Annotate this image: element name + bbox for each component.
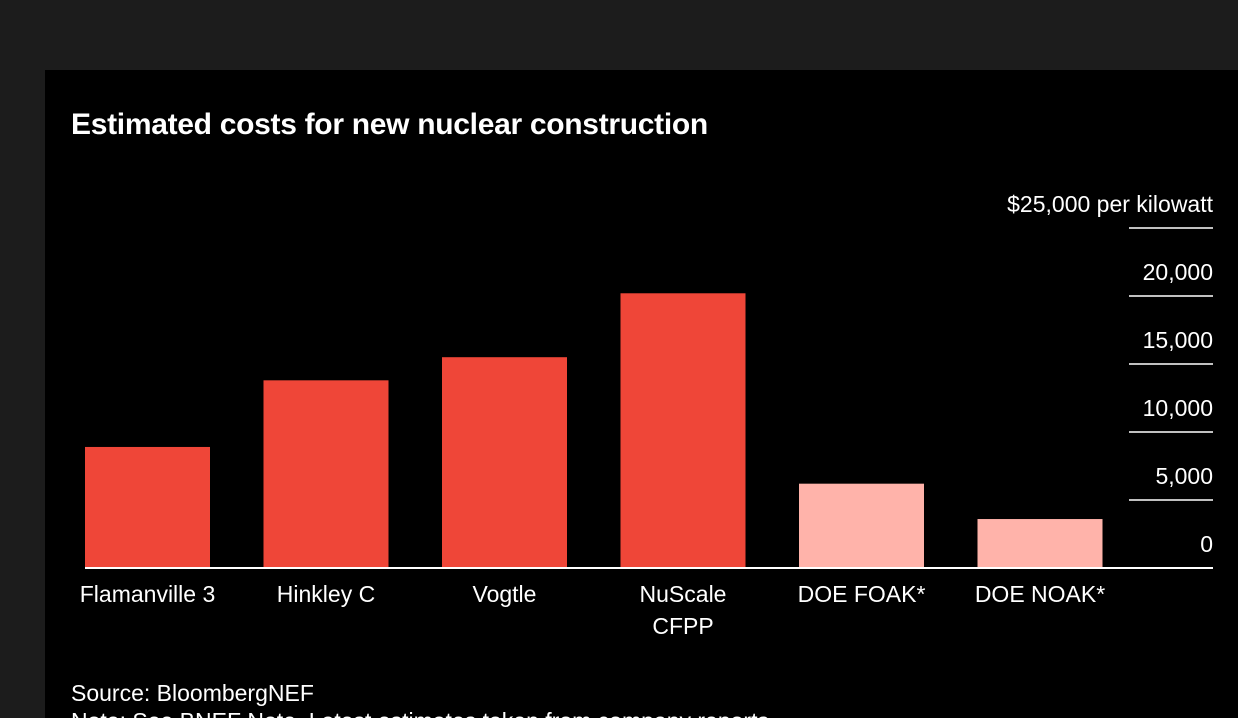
- source-note: Source: BloombergNEF: [71, 680, 314, 706]
- bar: [620, 293, 746, 568]
- footnote: Note: See BNEF Note. Latest estimates ta…: [71, 708, 769, 718]
- y-tick-label: 10,000: [1143, 395, 1213, 421]
- bar-chart: 0 5,000 10,000 15,000 20,000 $25,000 per kilo…: [80, 191, 1214, 639]
- bar: [85, 446, 210, 568]
- bar: [799, 483, 924, 568]
- bar: [977, 519, 1103, 568]
- chart-title: Estimated costs for new nuclear construc…: [71, 108, 708, 141]
- chart-card: Estimated costs for new nuclear construc…: [45, 70, 1238, 718]
- y-tick-label: 0: [1200, 531, 1213, 557]
- category-label: Vogtle: [473, 581, 537, 607]
- category-label: NuScale CFPP: [640, 581, 727, 639]
- category-label: Hinkley C: [277, 581, 375, 607]
- y-tick-label: $25,000 per kilowatt: [1007, 191, 1213, 217]
- category-label: DOE FOAK*: [798, 581, 926, 607]
- bar: [442, 357, 567, 568]
- y-tick-label: 15,000: [1143, 327, 1213, 353]
- y-tick-label: 20,000: [1143, 259, 1213, 285]
- category-label: Flamanville 3: [80, 581, 216, 607]
- bar: [263, 380, 389, 568]
- y-tick-label: 5,000: [1155, 463, 1213, 489]
- category-label: DOE NOAK*: [975, 581, 1105, 607]
